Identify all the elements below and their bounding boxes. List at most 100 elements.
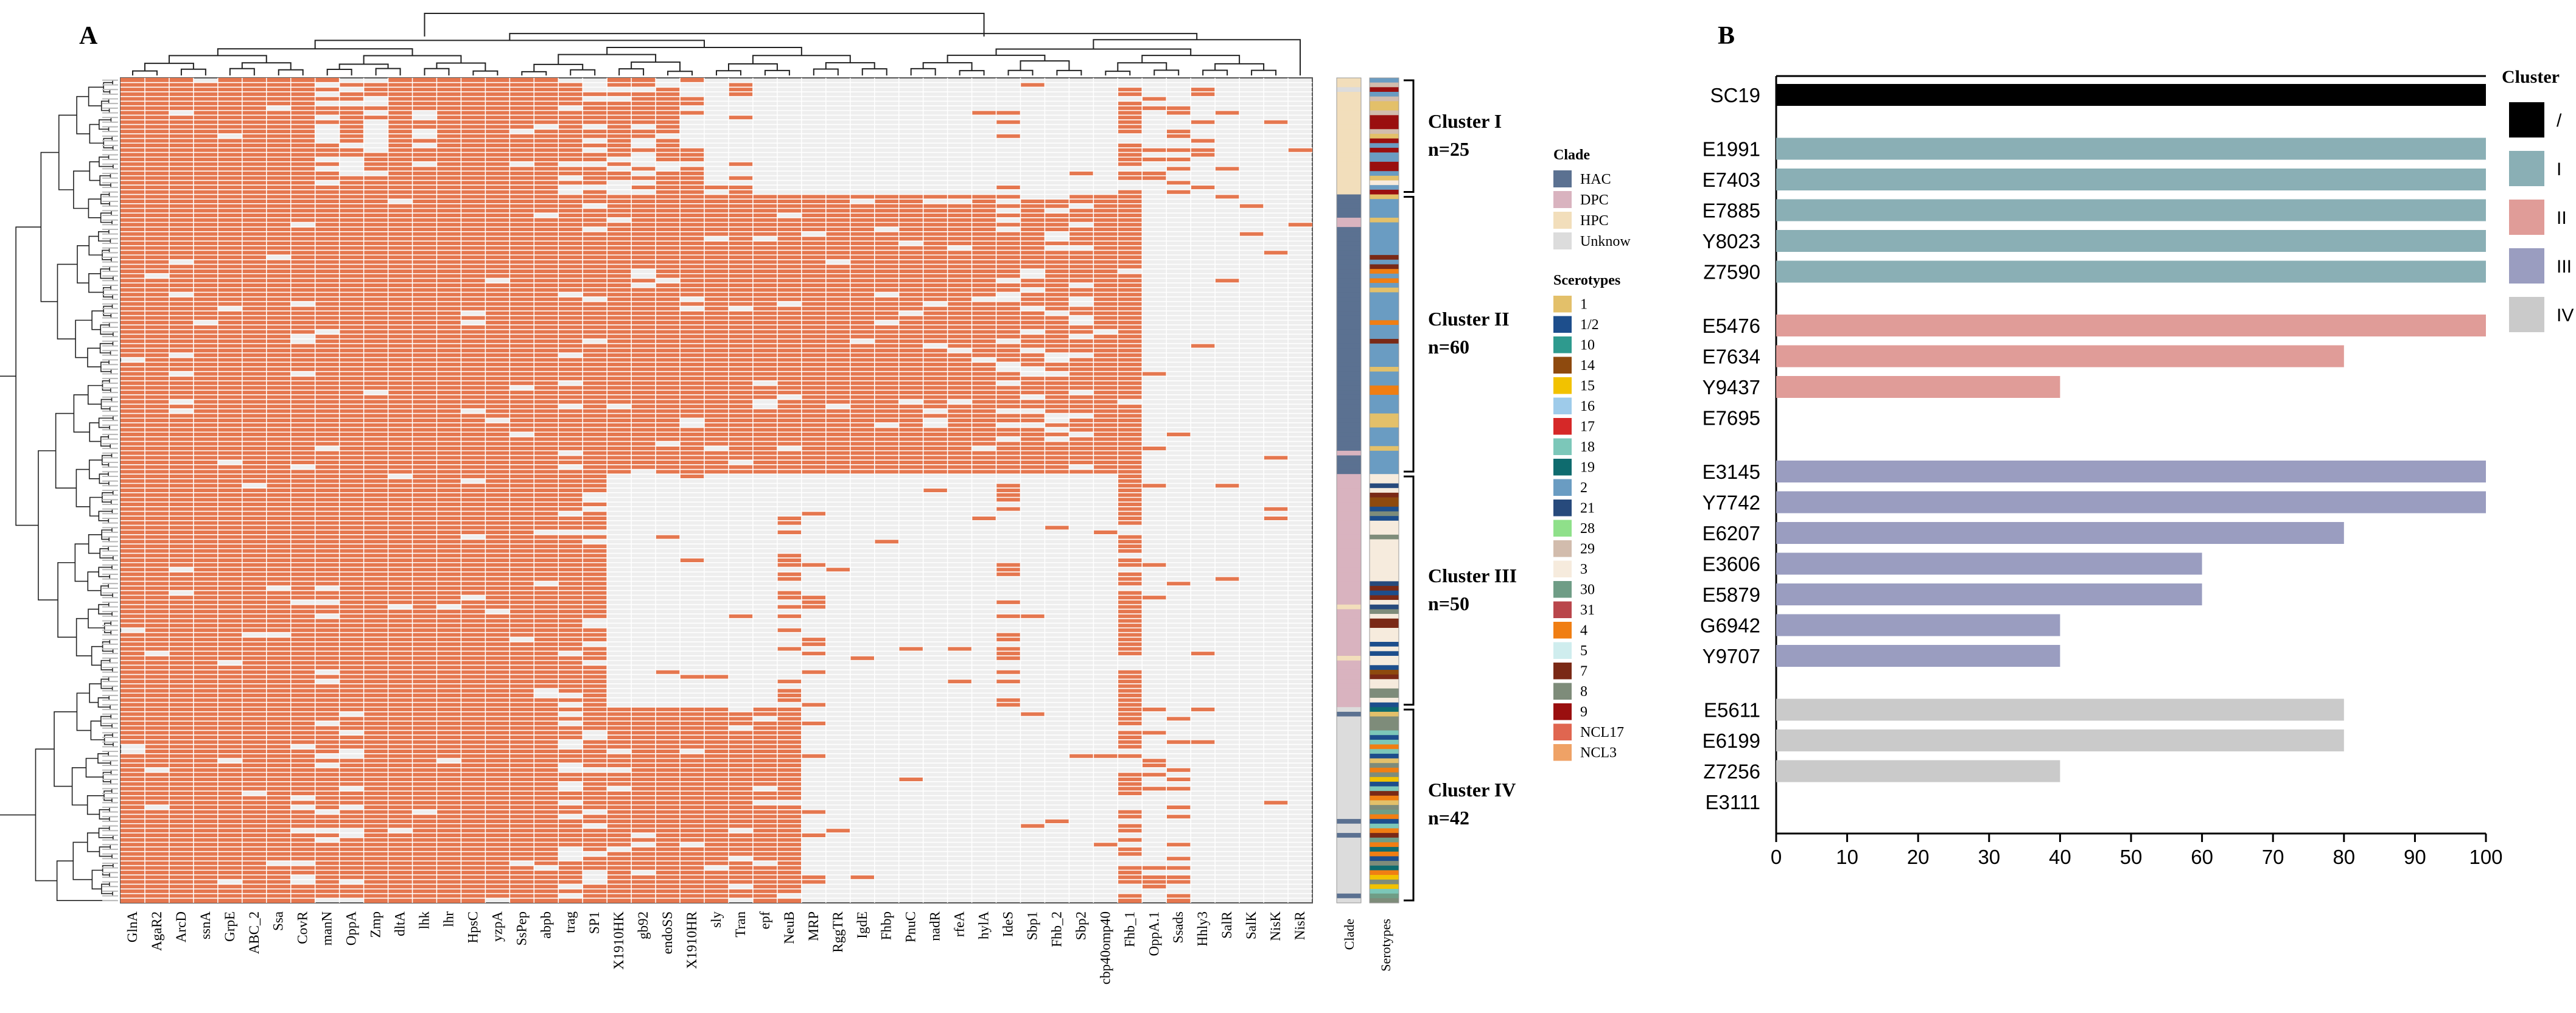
- heatmap-cell: [290, 492, 315, 498]
- heatmap-cell: [923, 222, 948, 228]
- heatmap-cell: [996, 614, 1021, 619]
- heatmap-cell: [1045, 283, 1069, 288]
- heatmap-cell: [436, 693, 461, 698]
- heatmap-cell: [290, 441, 315, 447]
- heatmap-cell: [412, 618, 437, 624]
- heatmap-cell: [607, 133, 632, 139]
- heatmap-cell: [144, 865, 169, 871]
- heatmap-cell: [752, 795, 777, 801]
- heatmap-cell: [144, 614, 169, 619]
- heatmap-cell: [752, 721, 777, 726]
- heatmap-cell: [607, 408, 632, 414]
- heatmap-cell: [266, 641, 291, 647]
- heatmap-cell: [315, 641, 340, 647]
- heatmap-cell: [315, 394, 340, 400]
- heatmap-cell: [971, 241, 996, 246]
- heatmap-cell: [461, 334, 486, 339]
- heatmap-cell: [461, 572, 486, 577]
- heatmap-cell: [509, 735, 534, 740]
- heatmap-cell: [485, 548, 510, 554]
- heatmap-cell: [242, 432, 267, 437]
- heatmap-cell: [583, 590, 607, 596]
- heatmap-cell: [1093, 334, 1118, 339]
- heatmap-cell: [144, 679, 169, 684]
- heatmap-cell: [1020, 241, 1045, 246]
- heatmap-cell: [485, 506, 510, 512]
- heatmap-cell: [242, 413, 267, 419]
- heatmap-cell: [193, 488, 218, 493]
- heatmap-cell: [534, 604, 559, 610]
- heatmap-cell: [266, 343, 291, 349]
- heatmap-cell: [144, 450, 169, 456]
- heatmap-cell: [680, 432, 705, 437]
- heatmap-cell: [217, 175, 242, 181]
- heatmap-cell: [461, 427, 486, 433]
- heatmap-cell: [534, 380, 559, 386]
- heatmap-cell: [534, 311, 559, 316]
- heatmap-cell: [242, 189, 267, 195]
- heatmap-cell: [315, 255, 340, 260]
- heatmap-cell: [607, 390, 632, 395]
- heatmap-cell: [607, 199, 632, 204]
- heatmap-cell: [436, 534, 461, 540]
- heatmap-cell: [777, 353, 802, 358]
- heatmap-cell: [607, 348, 632, 353]
- heatmap-cell: [412, 455, 437, 461]
- heatmap-cell: [1069, 446, 1094, 451]
- heatmap-cell: [607, 711, 632, 717]
- heatmap-cell: [558, 334, 583, 339]
- heatmap-cell: [121, 828, 145, 834]
- heatmap-cell: [850, 250, 875, 256]
- heatmap-cell: [217, 208, 242, 214]
- heatmap-cell: [656, 469, 681, 475]
- heatmap-cell: [412, 283, 437, 288]
- heatmap-cell: [996, 259, 1021, 265]
- heatmap-cell: [509, 646, 534, 652]
- heatmap-cell: [363, 833, 388, 838]
- heatmap-cell: [193, 105, 218, 111]
- heatmap-cell: [193, 506, 218, 512]
- heatmap-cell: [266, 287, 291, 293]
- heatmap-cell: [290, 329, 315, 335]
- heatmap-cell: [121, 339, 145, 344]
- heatmap-cell: [485, 865, 510, 871]
- heatmap-cell: [728, 744, 753, 750]
- heatmap-cell: [728, 87, 753, 92]
- heatmap-cell: [412, 432, 437, 437]
- heatmap-cell: [1118, 609, 1143, 614]
- heatmap-cell: [509, 655, 534, 661]
- heatmap-cell: [1093, 418, 1118, 423]
- heatmap-cell: [388, 651, 413, 656]
- heatmap-cell: [388, 231, 413, 237]
- heatmap-cell: [656, 199, 681, 204]
- heatmap-cell: [558, 749, 583, 754]
- heatmap-cell: [242, 78, 267, 83]
- heatmap-cell: [169, 273, 194, 279]
- heatmap-cell: [777, 278, 802, 284]
- heatmap-cell: [1118, 273, 1143, 279]
- heatmap-cell: [825, 460, 850, 465]
- heatmap-cell: [728, 185, 753, 190]
- heatmap-cell: [339, 241, 364, 246]
- heatmap-cell: [461, 157, 486, 162]
- heatmap-cell: [242, 763, 267, 768]
- heatmap-cell: [436, 506, 461, 512]
- heatmap-cell: [121, 180, 145, 186]
- heatmap-cell: [1118, 651, 1143, 656]
- heatmap-cell: [290, 856, 315, 862]
- heatmap-cell: [947, 259, 972, 265]
- heatmap-cell: [266, 669, 291, 675]
- heatmap-cell: [485, 721, 510, 726]
- heatmap-cell: [1020, 315, 1045, 321]
- heatmap-cell: [1069, 199, 1094, 204]
- heatmap-cell: [898, 320, 923, 325]
- heatmap-cell: [728, 278, 753, 284]
- heatmap-cell: [169, 600, 194, 605]
- heatmap-cell: [242, 245, 267, 251]
- heatmap-cell: [388, 497, 413, 503]
- heatmap-cell: [242, 562, 267, 568]
- heatmap-cell: [680, 795, 705, 801]
- heatmap-cell: [728, 772, 753, 778]
- heatmap-cell: [1118, 739, 1143, 745]
- heatmap-cell: [485, 194, 510, 200]
